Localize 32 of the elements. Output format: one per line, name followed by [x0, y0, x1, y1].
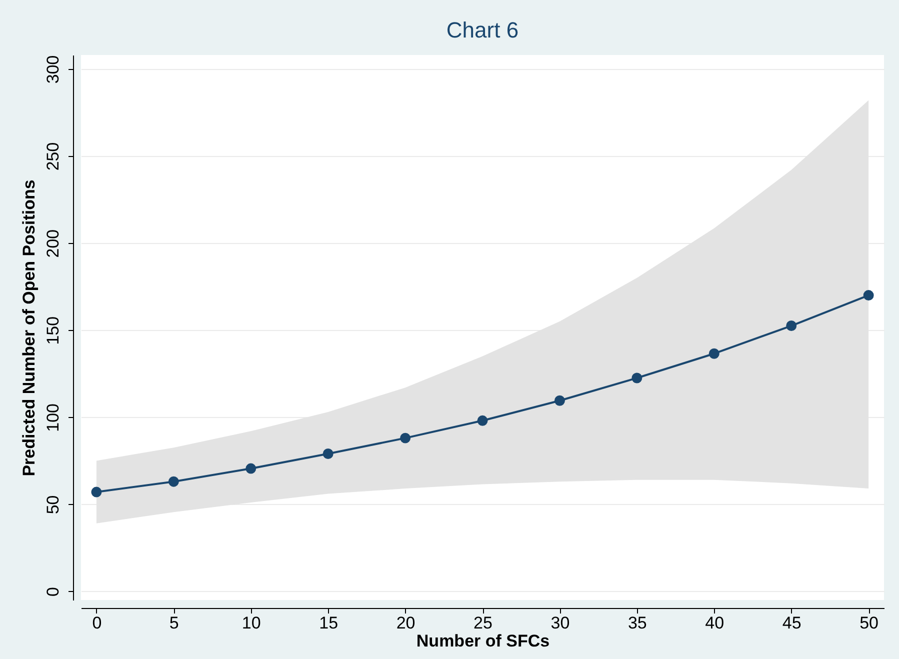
point	[554, 395, 565, 406]
x-tick-label: 40	[705, 614, 724, 632]
y-axis-title: Predicted Number of Open Positions	[20, 180, 38, 476]
point	[246, 463, 256, 474]
y-tick-label: 50	[44, 495, 62, 514]
x-tick-label: 35	[628, 614, 647, 632]
x-tick-label: 45	[782, 614, 802, 632]
y-tick-label: 100	[44, 403, 62, 432]
point	[863, 290, 874, 301]
x-tick-label: 25	[474, 614, 492, 632]
y-tick-label: 200	[44, 229, 62, 258]
x-tick-label: 50	[860, 614, 879, 632]
point	[786, 320, 797, 331]
point	[477, 415, 488, 426]
y-tick-label: 150	[44, 316, 62, 345]
x-tick-label: 20	[396, 614, 416, 632]
point	[322, 448, 334, 459]
y-tick-label: 250	[44, 142, 62, 171]
x-tick-label: 0	[92, 614, 102, 632]
y-tick-label: 0	[44, 587, 62, 597]
x-tick-label: 10	[242, 614, 261, 632]
x-tick-label: 30	[550, 614, 570, 632]
y-tick-label: 300	[44, 55, 62, 84]
point	[91, 486, 102, 498]
point	[400, 432, 411, 444]
x-tick-label: 5	[169, 614, 179, 632]
x-tick-label: 15	[319, 614, 338, 632]
x-axis-title: Number of SFCs	[416, 632, 550, 650]
chart-title: Chart 6	[446, 18, 519, 43]
point	[168, 476, 179, 487]
point	[632, 372, 642, 384]
point	[708, 348, 720, 359]
